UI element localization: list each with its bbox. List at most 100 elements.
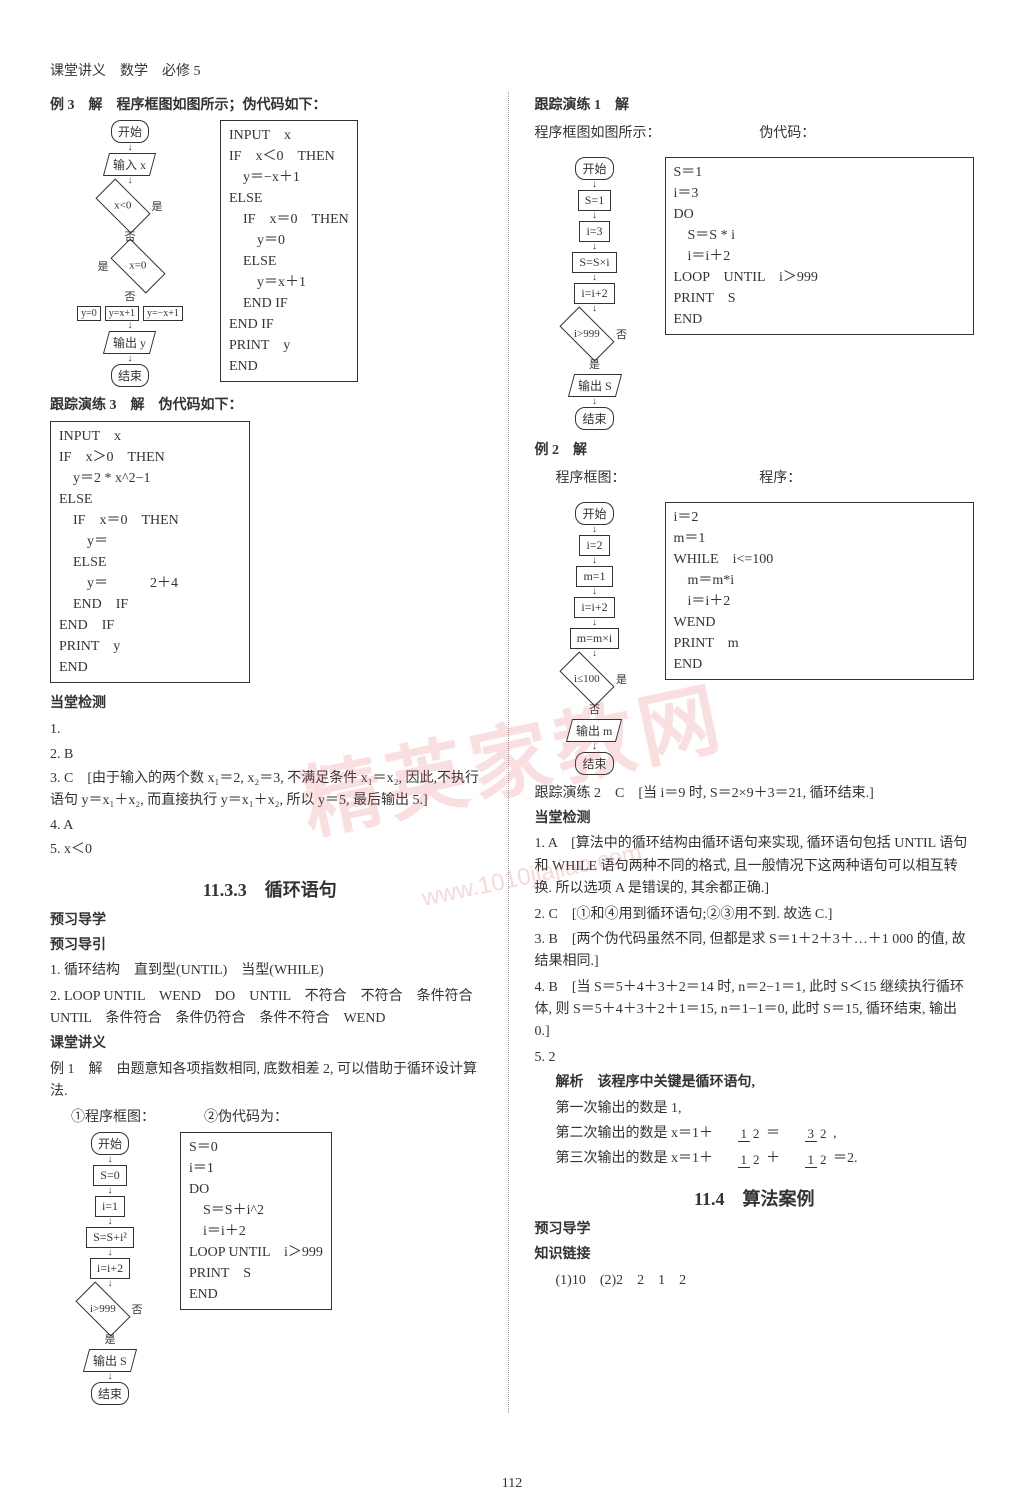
flowchart-track1: 开始 ↓ S=1 ↓ i=3 ↓ S=S×i ↓ i=i+2 ↓ i>999 否… bbox=[535, 157, 655, 430]
section-11-4: 11.4 算法案例 bbox=[535, 1185, 975, 1211]
code-ex2: i＝2 m＝1 WHILE i<=100 m＝m*i i＝i＋2 WEND PR… bbox=[665, 502, 975, 680]
arrow-icon: ↓ bbox=[128, 323, 133, 329]
track1-sub2: 伪代码： bbox=[759, 123, 974, 145]
code-track1: S＝1 i＝3 DO S＝S * i i＝i＋2 LOOP UNTIL i＞99… bbox=[665, 157, 975, 335]
no-label: 否 bbox=[125, 288, 136, 304]
fc-ssi: S=S×i bbox=[572, 252, 616, 273]
fc-mmi: m=m×i bbox=[570, 628, 620, 649]
arrow-icon: ↓ bbox=[108, 1250, 113, 1256]
no-label: 否 bbox=[132, 1301, 143, 1317]
fc-cond1: x<0 bbox=[95, 179, 150, 234]
fc-input-label: 输入 x bbox=[113, 156, 146, 173]
zhishi-content: (1)10 (2)2 2 1 2 bbox=[535, 1270, 975, 1292]
section-11-3-3: 11.3.3 循环语句 bbox=[50, 876, 490, 902]
fc-input: 输入 x bbox=[103, 153, 156, 176]
fc-end-label: 结束 bbox=[98, 1387, 122, 1401]
arrow-icon: ↓ bbox=[128, 178, 133, 184]
fc-branch: y=0 y=x+1 y=−x+1 bbox=[77, 306, 183, 321]
fc-cond-label: i>999 bbox=[574, 328, 600, 340]
jiexi: 解析 该程序中关键是循环语句, bbox=[535, 1072, 975, 1094]
fc-start: 开始 bbox=[575, 157, 613, 180]
fraction-1-2b: 12 bbox=[717, 1153, 763, 1166]
arrow-icon: ↓ bbox=[108, 1188, 113, 1194]
left-column: 例 3 解 程序框图如图所示；伪代码如下： 开始 ↓ 输入 x ↓ x<0 是 … bbox=[50, 92, 509, 1413]
fc-s0: S=0 bbox=[93, 1165, 126, 1186]
answer-5: 5. x＜0 bbox=[50, 839, 490, 861]
fc-end: 结束 bbox=[91, 1382, 129, 1405]
fc-label: 开始 bbox=[582, 162, 606, 176]
fc-out-label: 输出 m bbox=[576, 722, 612, 739]
fc-b3: y=−x+1 bbox=[143, 306, 183, 321]
fc-start: 开始 bbox=[575, 502, 613, 525]
yes-label: 是 bbox=[98, 258, 109, 274]
fc-i2: i=2 bbox=[579, 535, 609, 556]
fc-output: 输出 y bbox=[103, 331, 156, 354]
arrow-icon: ↓ bbox=[592, 589, 597, 595]
zhishi-heading: 知识链接 bbox=[535, 1244, 975, 1266]
arrow-icon: ↓ bbox=[592, 744, 597, 750]
flowchart-ex2: 开始 ↓ i=2 ↓ m=1 ↓ i=i+2 ↓ m=m×i ↓ i≤100 是… bbox=[535, 502, 655, 775]
right-column: 跟踪演练 1 解 程序框图如图所示： 伪代码： 开始 ↓ S=1 ↓ i=3 ↓… bbox=[529, 92, 975, 1413]
fc-end: 结束 bbox=[111, 364, 149, 387]
answer-2: 2. B bbox=[50, 744, 490, 766]
j3a: 第三次输出的数是 x＝1＋ bbox=[556, 1151, 714, 1166]
fc-cond: i>999 bbox=[75, 1281, 130, 1336]
arrow-icon: ↓ bbox=[128, 356, 133, 362]
jiexi-line1: 第一次输出的数是 1, bbox=[535, 1098, 975, 1120]
yuxi-item2: 2. LOOP UNTIL WEND DO UNTIL 不符合 不符合 条件符合… bbox=[50, 986, 490, 1031]
fc-b1: y=0 bbox=[77, 306, 101, 321]
fc-out: 输出 S bbox=[83, 1349, 137, 1372]
j3c: ＝2. bbox=[833, 1151, 858, 1166]
fc-label: 开始 bbox=[582, 507, 606, 521]
yuxi-heading: 预习导学 bbox=[50, 910, 490, 932]
arrow-icon: ↓ bbox=[592, 213, 597, 219]
answer-r3: 3. B [两个伪代码虽然不同, 但都是求 S＝1＋2＋3＋…＋1 000 的值… bbox=[535, 929, 975, 974]
fc-cond-label: i>999 bbox=[90, 1303, 116, 1315]
fc-m1: m=1 bbox=[576, 566, 612, 587]
fc-i1: i=1 bbox=[95, 1196, 125, 1217]
page-header: 课堂讲义 数学 必修 5 bbox=[50, 60, 974, 80]
j2b: ＝ bbox=[766, 1126, 780, 1141]
fc-out-label: 输出 S bbox=[93, 1352, 127, 1369]
answer-4: 4. A bbox=[50, 815, 490, 837]
fc-cond1-label: x<0 bbox=[114, 200, 131, 212]
fc-ii2: i=i+2 bbox=[90, 1258, 130, 1279]
track1-row: 开始 ↓ S=1 ↓ i=3 ↓ S=S×i ↓ i=i+2 ↓ i>999 否… bbox=[535, 157, 975, 430]
fc-out: 输出 S bbox=[568, 374, 622, 397]
fc-end: 结束 bbox=[575, 407, 613, 430]
answer-r1: 1. A [算法中的循环结构由循环语句来实现, 循环语句包括 UNTIL 语句和… bbox=[535, 833, 975, 900]
code-ex3: INPUT x IF x＜0 THEN y＝−x＋1 ELSE IF x＝0 T… bbox=[220, 120, 358, 382]
flowchart-ex3: 开始 ↓ 输入 x ↓ x<0 是 否 是 x=0 否 y=0 y=x+1 y=… bbox=[50, 120, 210, 387]
example3-title: 例 3 解 程序框图如图所示；伪代码如下： bbox=[50, 95, 490, 117]
j2c: , bbox=[833, 1126, 837, 1141]
answer-r2: 2. C [①和④用到循环语句;②③用不到. 故选 C.] bbox=[535, 904, 975, 926]
fc-ssi: S=S+i² bbox=[86, 1227, 134, 1248]
jiexi-label: 解析 该程序中关键是循环语句, bbox=[556, 1075, 756, 1090]
fc-out-label: 输出 S bbox=[578, 377, 612, 394]
yuxidy-heading: 预习导引 bbox=[50, 935, 490, 957]
arrow-icon: ↓ bbox=[592, 399, 597, 405]
arrow-icon: ↓ bbox=[592, 558, 597, 564]
arrow-icon: ↓ bbox=[592, 275, 597, 281]
arrow-icon: ↓ bbox=[592, 651, 597, 657]
answer-1: 1. bbox=[50, 719, 490, 741]
no-label: 否 bbox=[616, 326, 627, 342]
fc-start: 开始 bbox=[91, 1132, 129, 1155]
arrow-icon: ↓ bbox=[592, 527, 597, 533]
ketang-heading: 课堂讲义 bbox=[50, 1033, 490, 1055]
ex2-row: 开始 ↓ i=2 ↓ m=1 ↓ i=i+2 ↓ m=m×i ↓ i≤100 是… bbox=[535, 502, 975, 775]
answer-r5: 5. 2 bbox=[535, 1047, 975, 1069]
answer-3: 3. C [由于输入的两个数 x₁＝2, x₂＝3, 不满足条件 x₁＝x₂, … bbox=[50, 768, 490, 813]
yes-label: 是 bbox=[616, 671, 627, 687]
yes-label: 是 bbox=[152, 198, 163, 214]
page-number: 112 bbox=[502, 1476, 522, 1492]
track2: 跟踪演练 2 C [当 i＝9 时, S＝2×9＋3＝21, 循环结束.] bbox=[535, 783, 975, 805]
track3-title: 跟踪演练 3 解 伪代码如下： bbox=[50, 395, 490, 417]
ex2-sub2: 程序： bbox=[759, 468, 974, 490]
track1-sub1: 程序框图如图所示： bbox=[535, 123, 750, 145]
fc-output-label: 输出 y bbox=[113, 334, 146, 351]
fc-cond: i≤100 bbox=[559, 651, 614, 706]
arrow-icon: ↓ bbox=[592, 620, 597, 626]
fc-out: 输出 m bbox=[566, 719, 623, 742]
fc-start-label: 开始 bbox=[118, 125, 142, 139]
